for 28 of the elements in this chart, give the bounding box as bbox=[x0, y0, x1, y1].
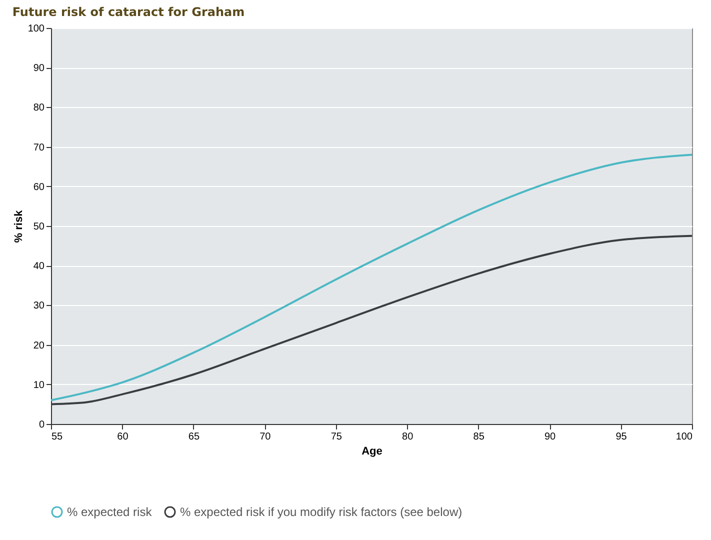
x-tick-label: 95 bbox=[616, 432, 628, 442]
chart-title: Future risk of cataract for Graham bbox=[12, 5, 245, 19]
x-tick-label: 85 bbox=[473, 432, 485, 442]
legend-label: % expected risk if you modify risk factors (see below) bbox=[180, 505, 462, 519]
x-tick-label: 75 bbox=[330, 432, 342, 442]
line-series bbox=[50, 234, 693, 406]
x-tick-label: 60 bbox=[117, 432, 129, 442]
y-tick-label: 80 bbox=[33, 102, 45, 114]
x-tick-label: 90 bbox=[544, 432, 556, 442]
y-tick-label: 0 bbox=[38, 420, 45, 430]
y-tick-label: 60 bbox=[33, 182, 45, 193]
y-tick-label: 40 bbox=[33, 261, 45, 272]
line-series bbox=[50, 154, 693, 402]
y-tick-label: 90 bbox=[33, 63, 45, 74]
y-axis-title: % risk bbox=[12, 209, 25, 243]
y-tick-label: 100 bbox=[28, 24, 45, 34]
x-tick-label: 100 bbox=[676, 432, 693, 442]
x-axis-title: Age bbox=[362, 446, 382, 458]
y-tick-label: 70 bbox=[33, 142, 45, 154]
x-tick-label: 55 bbox=[52, 432, 64, 442]
legend-label: % expected risk bbox=[67, 505, 153, 519]
y-tick-label: 10 bbox=[33, 380, 45, 391]
x-tick-label: 65 bbox=[188, 432, 200, 442]
y-tick-label: 20 bbox=[33, 340, 45, 352]
x-tick-label: 80 bbox=[402, 432, 414, 442]
y-tick-label: 30 bbox=[33, 300, 45, 312]
x-tick-label: 70 bbox=[260, 432, 272, 442]
y-tick-label: 50 bbox=[33, 222, 45, 232]
